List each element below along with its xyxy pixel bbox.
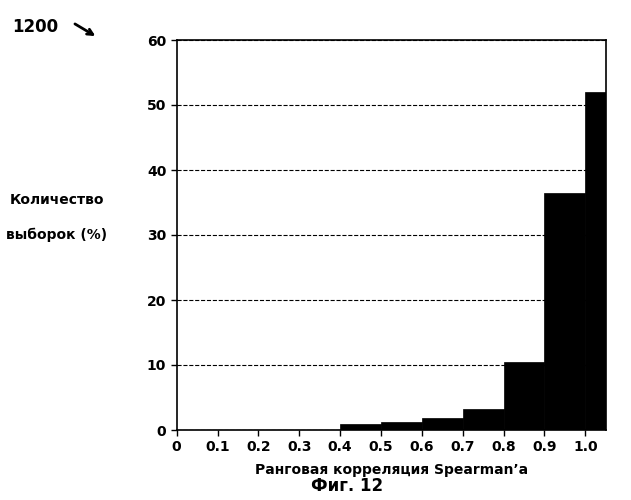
Text: Количество: Количество [9,193,104,207]
Bar [340,424,381,430]
Text: 1200: 1200 [13,18,59,36]
Bar [504,362,545,430]
Bar [545,192,586,430]
Bar [586,92,626,430]
Bar [463,409,504,430]
Bar [422,418,463,430]
X-axis label: Ранговая корреляция Spearman’a: Ранговая корреляция Spearman’a [255,463,528,477]
Bar [381,422,422,430]
Text: Фиг. 12: Фиг. 12 [311,477,383,495]
Text: выборок (%): выборок (%) [6,228,107,242]
